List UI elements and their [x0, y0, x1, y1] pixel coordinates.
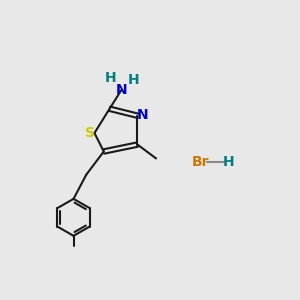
Text: S: S	[85, 126, 95, 140]
Text: H: H	[222, 155, 234, 169]
Text: H: H	[128, 73, 140, 87]
Text: H: H	[105, 70, 116, 85]
Text: N: N	[116, 83, 127, 97]
Text: Br: Br	[191, 155, 209, 169]
Text: N: N	[137, 107, 148, 122]
